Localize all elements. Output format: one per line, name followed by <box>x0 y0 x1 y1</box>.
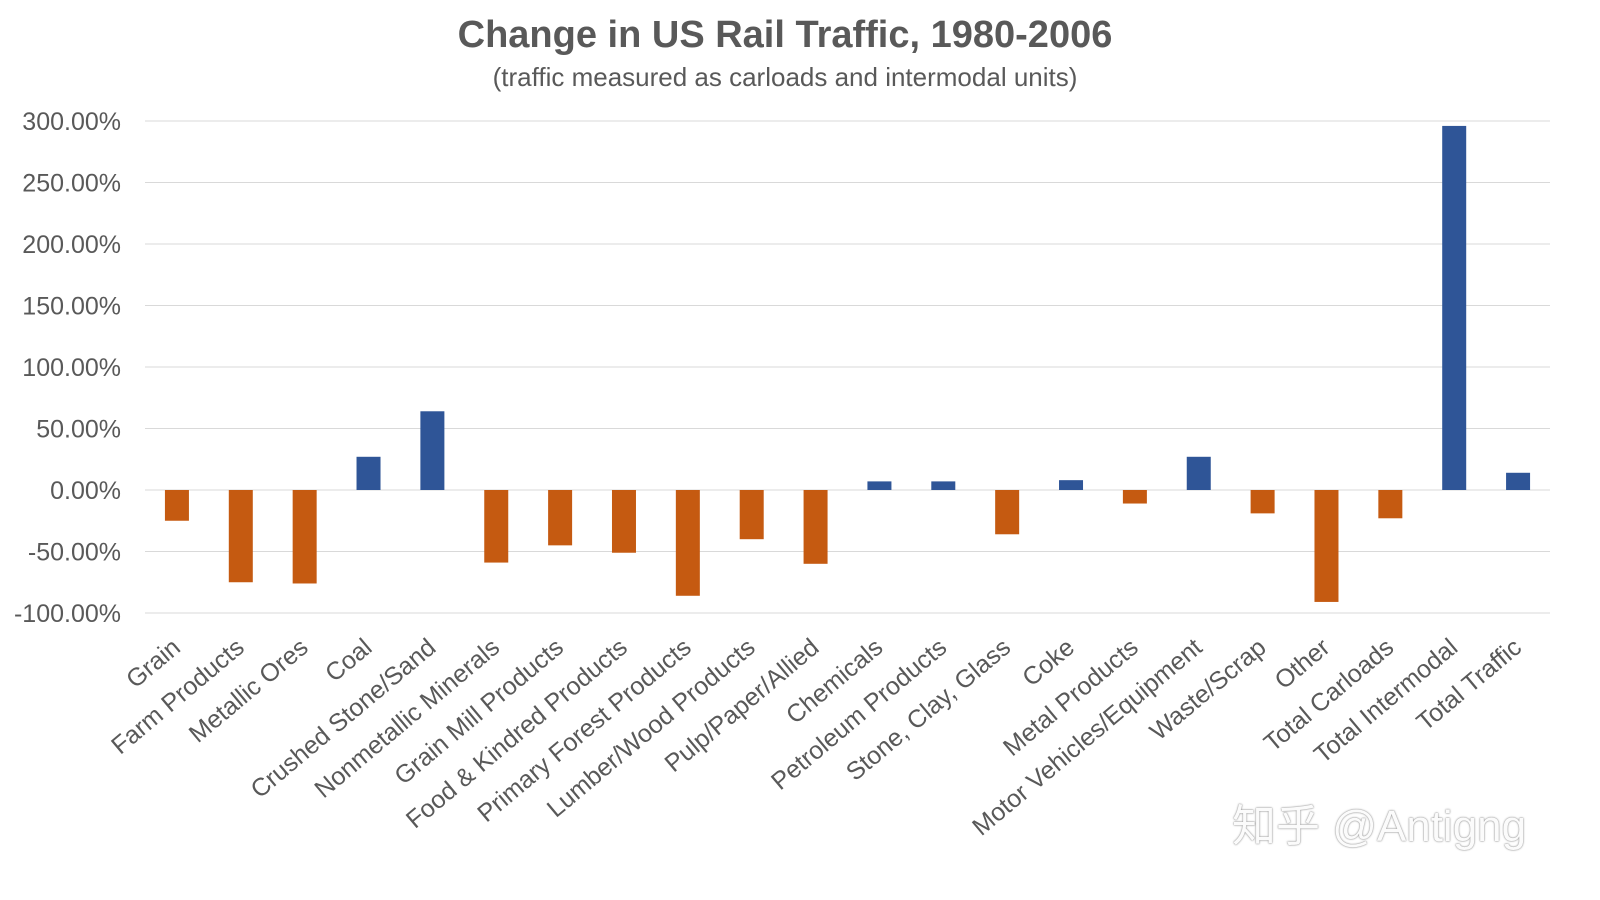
bar <box>1059 480 1084 490</box>
bar <box>228 490 253 583</box>
bar <box>1314 490 1339 602</box>
chart-subtitle: (traffic measured as carloads and interm… <box>492 62 1078 92</box>
bar <box>292 490 317 584</box>
y-tick-label: 50.00% <box>36 416 121 444</box>
bar <box>1378 490 1403 519</box>
bar <box>1506 472 1531 490</box>
bar <box>1250 490 1275 514</box>
y-tick-label: 200.00% <box>22 231 121 259</box>
y-tick-label: 150.00% <box>22 293 121 321</box>
bar <box>1186 456 1211 490</box>
bar <box>931 481 956 490</box>
chart-title: Change in US Rail Traffic, 1980-2006 <box>457 14 1113 56</box>
y-tick-label: 0.00% <box>50 477 121 505</box>
bar <box>611 490 636 553</box>
y-tick-label: 100.00% <box>22 354 121 382</box>
bar <box>164 490 189 521</box>
bar <box>803 490 828 564</box>
bars <box>164 125 1531 602</box>
bar <box>1122 490 1147 504</box>
bar <box>420 411 445 490</box>
y-tick-label: -100.00% <box>14 600 121 628</box>
bar <box>995 490 1020 535</box>
y-tick-label: -50.00% <box>28 539 121 567</box>
bar <box>548 490 573 546</box>
bar <box>739 490 764 540</box>
grid-lines <box>145 120 1550 614</box>
bar <box>867 481 892 490</box>
y-tick-label: 300.00% <box>22 108 121 136</box>
bar <box>484 490 509 563</box>
bar <box>1442 125 1467 491</box>
y-tick-label: 250.00% <box>22 170 121 198</box>
bar <box>675 490 700 596</box>
bar <box>356 456 381 490</box>
watermark: 知乎 @Antigng <box>1232 802 1527 851</box>
y-axis-ticks: 300.00% 250.00% 200.00% 150.00% 100.00% 50.00… <box>14 108 121 628</box>
